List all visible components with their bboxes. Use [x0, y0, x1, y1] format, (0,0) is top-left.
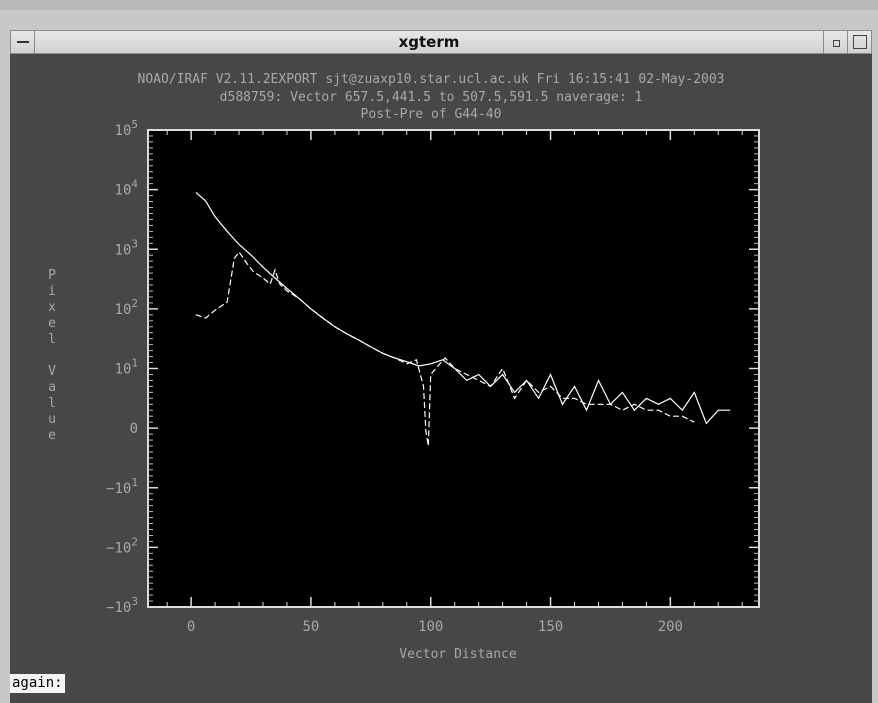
y-axis-label-char: i	[48, 284, 56, 299]
y-tick-label: −101	[106, 476, 138, 497]
title-bar[interactable]: xgterm	[10, 30, 872, 54]
y-axis-label-char: l	[48, 396, 56, 411]
y-tick-label: 104	[115, 178, 139, 199]
window-menu-button[interactable]	[11, 31, 35, 53]
maximize-button[interactable]	[847, 31, 871, 53]
series-layer	[195, 191, 731, 447]
graphics-area: NOAO/IRAF V2.11.2EXPORT sjt@zuaxp10.star…	[10, 54, 872, 672]
y-axis-label-char: V	[48, 364, 56, 379]
x-tick-labels: 0 50 100 150 200	[187, 619, 683, 635]
x-tick-label: 150	[538, 619, 563, 635]
y-axis-label-char: a	[48, 380, 56, 395]
x-axis-label: Vector Distance	[399, 647, 517, 662]
series-line-1	[195, 191, 731, 425]
y-tick-label: −102	[106, 535, 138, 556]
terminal-status-line[interactable]: again:	[10, 672, 872, 703]
y-tick-label: 105	[115, 118, 138, 139]
x-tick-label: 100	[418, 619, 443, 635]
plot-header-line3: Post-Pre of G44-40	[361, 107, 502, 122]
x-tick-label: 200	[658, 619, 683, 635]
y-tick-labels: 105 104 103 102 101 0 −101 −102 −103	[106, 118, 138, 616]
y-tick-label: 102	[115, 297, 138, 318]
minimize-button[interactable]	[823, 31, 847, 53]
y-tick-label: 103	[115, 237, 138, 258]
again-prompt: again:	[10, 674, 65, 693]
y-tick-label: 0	[130, 421, 138, 437]
y-tick-label: −103	[106, 595, 138, 616]
y-axis-label-char: e	[48, 316, 56, 331]
tick-marks	[148, 129, 759, 608]
window-title: xgterm	[398, 33, 460, 51]
plot-header-line2: d588759: Vector 657.5,441.5 to 507.5,591…	[220, 90, 643, 105]
plot-frame	[147, 129, 760, 608]
text-cursor	[100, 674, 109, 693]
x-tick-label: 0	[187, 619, 195, 635]
x-tick-label: 50	[303, 619, 320, 635]
series-line-2	[195, 250, 695, 447]
y-axis-label-char: l	[48, 332, 56, 347]
minimize-icon	[833, 40, 840, 47]
y-axis-label-char: P	[48, 268, 56, 283]
y-tick-label: 101	[115, 357, 138, 378]
y-axis-label-char: x	[48, 300, 56, 315]
menu-bar-icon	[17, 41, 29, 43]
maximize-icon	[853, 35, 867, 49]
plot-header-line1: NOAO/IRAF V2.11.2EXPORT sjt@zuaxp10.star…	[138, 72, 725, 87]
y-axis-label-char: e	[48, 428, 56, 443]
plot-canvas: NOAO/IRAF V2.11.2EXPORT sjt@zuaxp10.star…	[48, 72, 760, 662]
y-axis-label-char: u	[48, 412, 56, 427]
